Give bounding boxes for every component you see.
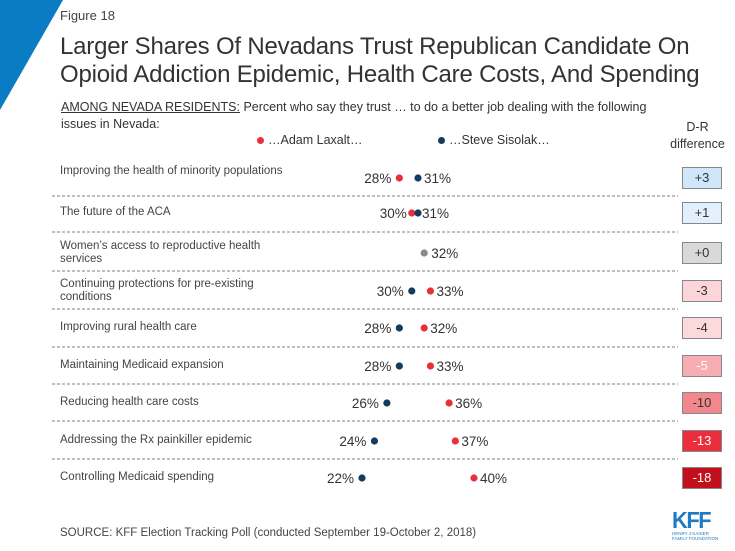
diff-badge: -3 [682, 280, 722, 302]
dot-laxalt [451, 437, 459, 445]
value-label-laxalt: 30% [380, 206, 407, 221]
diff-badge: -18 [682, 467, 722, 489]
value-label-laxalt: 40% [480, 471, 507, 486]
subtitle-question: Percent who say they trust … to do a bet… [61, 100, 647, 131]
chart-title: Larger Shares Of Nevadans Trust Republic… [60, 33, 700, 88]
value-label-sisolak: 28% [364, 359, 391, 374]
kff-logo: KFF HENRY J KAISER FAMILY FOUNDATION [672, 507, 734, 542]
logo-wordmark: KFF [672, 507, 712, 533]
value-label-tie: 32% [431, 246, 458, 261]
value-label-laxalt: 37% [461, 434, 488, 449]
dot-sisolak [383, 399, 391, 407]
diff-badge: -5 [682, 355, 722, 377]
value-label-sisolak: 26% [352, 396, 379, 411]
logo-subtitle-2: FAMILY FOUNDATION [672, 536, 719, 541]
source-note: SOURCE: KFF Election Tracking Poll (cond… [60, 527, 477, 539]
value-label-laxalt: 33% [436, 284, 463, 299]
dot-laxalt [395, 174, 403, 182]
dot-sisolak [358, 474, 366, 482]
row-label: Reducing health care costs [60, 396, 199, 408]
diff-column-header: D-R difference [670, 120, 725, 151]
diff-badge: -13 [682, 430, 722, 452]
legend-dot-laxalt [257, 136, 264, 144]
row-label: Maintaining Medicaid expansion [60, 359, 224, 371]
chart-subtitle: AMONG NEVADA RESIDENTS: Percent who say … [61, 99, 681, 133]
brand-corner-shape [0, 0, 63, 110]
dot-sisolak [395, 324, 403, 332]
row-label: Improving rural health care [60, 321, 197, 333]
value-label-sisolak: 22% [327, 471, 354, 486]
dot-tie [420, 249, 428, 257]
figure-label: Figure 18 [60, 8, 115, 23]
dot-laxalt [408, 209, 416, 217]
legend-label-laxalt: …Adam Laxalt… [268, 133, 363, 147]
row-label: Women’s access to reproductive health se… [60, 240, 261, 265]
value-label-laxalt: 33% [436, 359, 463, 374]
value-label-sisolak: 24% [339, 434, 366, 449]
dot-sisolak [408, 287, 416, 295]
subtitle-population: AMONG NEVADA RESIDENTS: [61, 100, 240, 114]
dot-laxalt [426, 287, 435, 295]
diff-badge: +1 [682, 202, 722, 224]
row-label: Continuing protections for pre-existing … [60, 278, 254, 303]
logo-subtitle-1: HENRY J KAISER [672, 531, 709, 536]
legend-item-laxalt: …Adam Laxalt… [257, 133, 362, 147]
value-label-laxalt: 32% [430, 321, 457, 336]
row-label: The future of the ACA [60, 206, 171, 218]
legend-label-sisolak: …Steve Sisolak… [449, 133, 550, 147]
row-label: Controlling Medicaid spending [60, 471, 215, 483]
value-label-laxalt: 28% [364, 171, 391, 186]
dot-laxalt [445, 399, 453, 407]
row-label: Improving the health of minority populat… [60, 165, 283, 177]
dot-sisolak [414, 174, 422, 182]
dot-sisolak [414, 209, 422, 217]
dot-sisolak [395, 362, 403, 370]
dot-sisolak [370, 437, 379, 445]
value-label-sisolak: 31% [422, 206, 449, 221]
dot-laxalt [426, 362, 435, 370]
value-label-sisolak: 30% [377, 284, 404, 299]
value-label-laxalt: 36% [455, 396, 482, 411]
legend-item-sisolak: …Steve Sisolak… [438, 133, 550, 147]
legend-dot-sisolak [438, 136, 445, 144]
dot-laxalt [470, 474, 478, 482]
diff-badge: -10 [682, 392, 722, 414]
value-label-sisolak: 31% [424, 171, 451, 186]
diff-badge: -4 [682, 317, 722, 339]
diff-badge: +3 [682, 167, 722, 189]
value-label-sisolak: 28% [364, 321, 391, 336]
dot-laxalt [420, 324, 428, 332]
diff-badge: +0 [682, 242, 722, 264]
row-label: Addressing the Rx painkiller epidemic [60, 434, 252, 446]
